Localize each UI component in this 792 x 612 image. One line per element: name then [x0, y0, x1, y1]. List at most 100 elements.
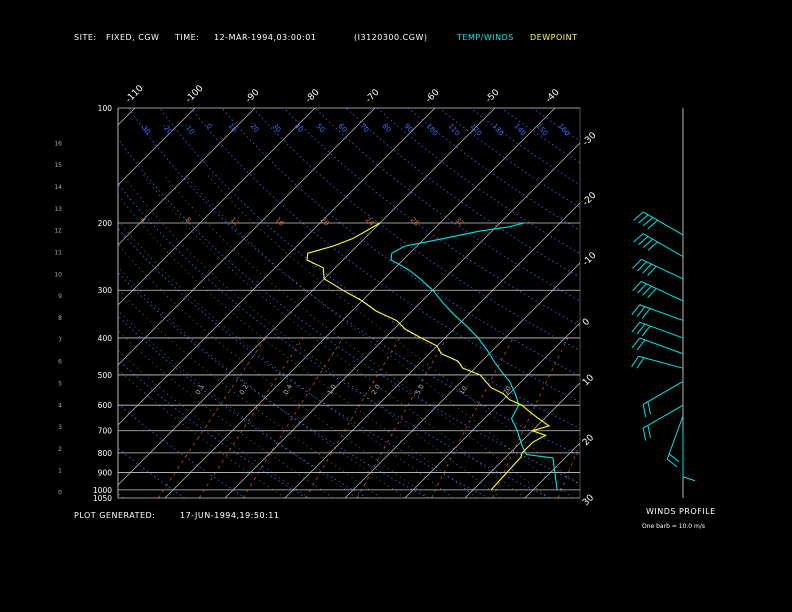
wind-barb-flag: [631, 355, 639, 368]
dry-adiabat: [345, 108, 580, 278]
mixing-ratio-label: 2.0: [370, 383, 382, 396]
site-label: SITE:: [74, 33, 97, 42]
isotherm: [224, 142, 580, 498]
potential-temp-label: -10: [182, 122, 195, 136]
mixing-ratio-line: [492, 337, 569, 498]
temp-right-label: 0: [581, 317, 592, 328]
height-label: 5: [58, 380, 62, 387]
wind-barb-flag: [631, 304, 641, 315]
wind-barb-flag: [642, 428, 647, 441]
wind-barb-flag: [682, 476, 696, 482]
pressure-label: 1050: [93, 494, 112, 503]
temp-right-label: -20: [581, 190, 599, 208]
legend-dewpoint: DEWPOINT: [530, 33, 578, 42]
mixing-ratio-line: [431, 337, 514, 498]
wind-barb-flag: [632, 281, 642, 292]
height-label: 16: [54, 140, 62, 147]
wet-bulb-label: 28: [409, 216, 421, 228]
dry-adiabat: [118, 183, 550, 498]
wind-barb-shaft: [642, 233, 684, 258]
mixing-ratio-line: [242, 337, 344, 498]
dry-adiabat: [118, 403, 246, 498]
dry-adiabat: [283, 108, 580, 327]
isotherm: [404, 322, 580, 498]
height-label: 13: [54, 206, 62, 213]
wind-barb-shaft: [642, 211, 684, 236]
potential-temp-label: 90: [402, 122, 414, 134]
wind-barb-flag: [632, 258, 642, 269]
dry-adiabat: [118, 227, 490, 498]
temp-right-label: 30: [581, 493, 596, 508]
height-label: 4: [58, 402, 62, 409]
moist-adiabat: [164, 175, 550, 498]
moist-adiabat: [118, 243, 430, 498]
wind-barb-flag: [636, 339, 646, 351]
potential-temp-label: 110: [446, 122, 461, 137]
temp-top-label: -70: [364, 87, 382, 105]
wind-barb-flag: [641, 325, 651, 337]
dry-adiabat: [118, 137, 580, 485]
temp-top-label: -50: [484, 87, 502, 105]
wind-barb-shaft: [642, 381, 684, 405]
temperature-line: [390, 222, 558, 490]
pressure-label: 500: [98, 371, 113, 380]
mixing-ratio-line: [157, 337, 267, 498]
height-label: 11: [54, 249, 62, 256]
height-label: 8: [58, 315, 62, 322]
height-label: 12: [54, 228, 62, 235]
isotherm: [118, 108, 256, 246]
moist-adiabat: [118, 194, 478, 498]
isotherm: [118, 108, 376, 366]
height-label: 2: [58, 446, 62, 453]
isotherm: [645, 108, 792, 498]
mixing-ratio-label: 10.: [458, 383, 470, 396]
potential-temp-label: 160: [556, 122, 571, 137]
wind-barb-flag: [638, 214, 649, 224]
potential-temp-label: 0: [204, 122, 213, 131]
wind-barb-flag: [647, 288, 657, 299]
potential-temp-label: 120: [468, 122, 483, 137]
potential-temp-label: 70: [358, 122, 370, 134]
isotherm: [118, 108, 136, 126]
dry-adiabat: [190, 108, 580, 403]
wind-barb-flag: [633, 233, 644, 243]
wet-bulb-label: 20: [319, 216, 331, 228]
potential-temp-label: 20: [248, 122, 260, 134]
moist-adiabat: [118, 309, 358, 498]
wind-barb-flag: [642, 238, 654, 248]
moist-adiabat: [143, 175, 526, 498]
pressure-label: 800: [98, 449, 113, 458]
wind-barb-shaft: [639, 304, 684, 321]
potential-temp-label: 140: [512, 122, 527, 137]
site-value: FIXED, CGW: [106, 33, 160, 42]
mixing-ratio-line: [557, 443, 580, 498]
temp-top-label: -90: [244, 87, 262, 105]
temp-top-label: -40: [544, 87, 562, 105]
wind-barb-flag: [642, 285, 652, 296]
potential-temp-label: 40: [292, 122, 304, 134]
wind-barb-flag: [647, 425, 651, 438]
potential-temp-label: 30: [270, 122, 282, 134]
plot-generated-label: PLOT GENERATED:: [74, 511, 156, 520]
dewpoint-line: [306, 222, 551, 491]
height-label: 15: [54, 162, 62, 169]
height-label: 1: [58, 468, 62, 475]
wind-barb-flag: [668, 453, 680, 463]
wet-bulb-label: 32: [454, 216, 466, 228]
dry-adiabat: [314, 108, 580, 302]
isotherm: [118, 108, 436, 426]
wind-barb-shaft: [638, 355, 684, 369]
height-label: 0: [58, 490, 62, 497]
wet-bulb-label: 8: [184, 216, 193, 225]
plot-generated-value: 17-JUN-1994,19:50:11: [180, 511, 280, 520]
potential-temp-label: 50: [314, 122, 326, 134]
barb-note: One barb = 10.0 m/s: [642, 523, 705, 530]
pressure-label: 600: [98, 401, 113, 410]
time-label: TIME:: [175, 33, 200, 42]
dry-adiabat: [221, 108, 580, 377]
isotherm: [585, 108, 792, 498]
mixing-ratio-label: 0.2: [238, 383, 250, 396]
mixing-ratio-label: 5.0: [414, 383, 426, 396]
temp-right-label: -30: [581, 130, 599, 148]
isotherm: [464, 382, 580, 498]
